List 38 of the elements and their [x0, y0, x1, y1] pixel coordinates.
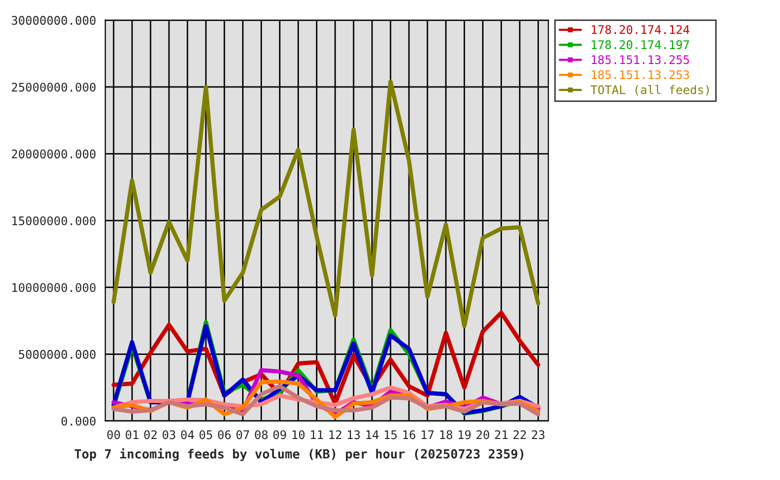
legend-label: TOTAL (all feeds) — [590, 85, 709, 96]
y-tick-label: 25000000.000 — [12, 82, 96, 92]
y-tick-label: 30000000.000 — [12, 16, 96, 25]
x-tick-label: 15 — [384, 430, 397, 440]
x-tick-label: 20 — [476, 430, 490, 440]
x-axis-title: Top 7 incoming feeds by volume (KB) per hour (20250723 2359) — [74, 448, 524, 461]
y-tick-label: 20000000.000 — [12, 150, 96, 158]
y-tick-label: 0.000 — [62, 416, 96, 426]
x-tick-label: 09 — [273, 430, 286, 440]
x-tick-label: 11 — [310, 430, 323, 440]
line-series — [112, 80, 540, 328]
x-tick-label: 04 — [181, 430, 194, 440]
legend-label: 178.20.174.124 — [592, 25, 690, 34]
legend-label: 178.20.174.197 — [592, 40, 690, 50]
x-tick-label: 00 — [107, 430, 120, 440]
x-tick-label: 21 — [495, 430, 508, 440]
x-tick-label: 16 — [403, 430, 416, 440]
x-tick-label: 02 — [144, 430, 157, 440]
legend-label: 185.151.13.253 — [592, 70, 690, 80]
x-tick-label: 23 — [532, 430, 544, 440]
x-tick-label: 01 — [126, 430, 138, 440]
x-tick-label: 06 — [218, 430, 231, 440]
y-tick-label: 10000000.000 — [12, 283, 96, 292]
x-tick-label: 07 — [236, 430, 250, 440]
x-tick-label: 03 — [162, 430, 176, 440]
y-tick-label: 5000000.000 — [18, 350, 96, 359]
legend-label: 185.151.13.255 — [592, 55, 689, 64]
x-tick-label: 12 — [329, 430, 342, 440]
x-tick-label: 18 — [440, 430, 452, 440]
x-tick-label: 10 — [292, 430, 305, 440]
x-tick-label: 05 — [200, 430, 212, 440]
x-tick-label: 13 — [348, 430, 360, 440]
x-tick-label: 22 — [513, 430, 526, 440]
x-tick-label: 19 — [458, 430, 471, 440]
x-tick-label: 17 — [422, 430, 434, 440]
x-tick-label: 14 — [366, 430, 379, 440]
x-tick-label: 08 — [254, 430, 268, 440]
y-tick-label: 15000000.000 — [12, 216, 96, 226]
